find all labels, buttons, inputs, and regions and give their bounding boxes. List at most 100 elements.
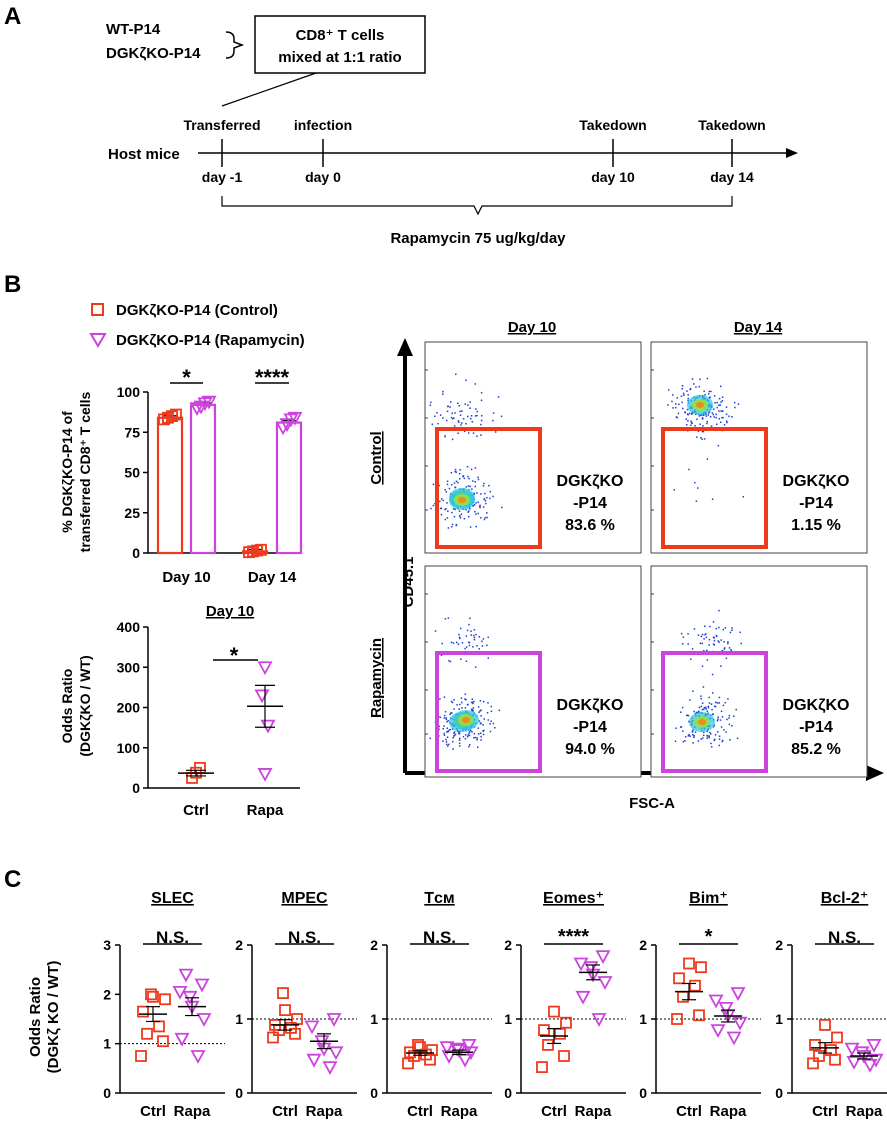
c-rapa-point bbox=[573, 957, 589, 972]
flow-event-dot bbox=[446, 736, 449, 738]
b-top-point bbox=[283, 413, 299, 428]
flow-event-dot bbox=[453, 515, 456, 518]
flow-yaxis-label: CD45.1 bbox=[400, 557, 417, 608]
c-ctrl-point bbox=[558, 1050, 570, 1062]
flow-event-dot bbox=[467, 404, 469, 406]
flow-event-dot bbox=[465, 635, 468, 637]
c-ctrl-point bbox=[137, 1005, 149, 1018]
c-ctrl-point bbox=[157, 1035, 169, 1048]
flow-event-dot bbox=[707, 735, 709, 737]
flow-row-control: Control bbox=[368, 431, 385, 484]
flow-event-dot bbox=[478, 636, 481, 638]
flow-event-dot bbox=[460, 658, 462, 660]
c-ctrl-point bbox=[807, 1057, 819, 1070]
b-top-point bbox=[197, 397, 213, 412]
flow-event-dot bbox=[467, 511, 469, 513]
c-ctrl-point bbox=[267, 1031, 279, 1044]
c-rapa-point bbox=[583, 961, 599, 976]
flow-event-dot bbox=[448, 659, 450, 662]
c-rapa-point bbox=[449, 1042, 465, 1057]
c-ctrl-point bbox=[829, 1053, 841, 1066]
flow-event-dot bbox=[702, 430, 705, 433]
flow-event-dot bbox=[484, 492, 486, 495]
c-rapa-point bbox=[172, 985, 188, 1000]
b-top-point bbox=[162, 411, 174, 424]
flow-event-dot bbox=[679, 726, 682, 728]
flow-event-dot bbox=[694, 425, 696, 427]
flow-event-dot bbox=[481, 640, 483, 643]
flow-event-dot bbox=[711, 692, 714, 694]
flow-event-dot bbox=[467, 641, 470, 644]
flow-density-peak bbox=[458, 497, 466, 503]
odds-ratio-day10-chart: Day 10 Odds Ratio (DGKζKO / WT) 0 100 200 3… bbox=[59, 603, 300, 819]
flow-event-dot bbox=[480, 419, 483, 422]
c-ylabel-1: Odds Ratio bbox=[27, 977, 44, 1057]
flow-event-dot bbox=[710, 390, 712, 393]
flow-event-dot bbox=[447, 527, 450, 529]
flow-gate bbox=[435, 427, 542, 549]
c-ctrl-point bbox=[825, 1044, 837, 1056]
event-day: day 14 bbox=[710, 169, 754, 185]
flow-event-dot bbox=[453, 732, 455, 734]
flow-event-dot bbox=[477, 706, 480, 708]
flow-event-dot bbox=[451, 701, 454, 704]
flow-event-dot bbox=[448, 743, 450, 746]
flow-event-dot bbox=[687, 394, 689, 396]
flow-event-dot bbox=[459, 637, 461, 640]
flow-event-dot bbox=[446, 727, 449, 729]
flow-event-dot bbox=[486, 496, 488, 499]
flow-event-dot bbox=[458, 421, 460, 423]
flow-event-dot bbox=[472, 702, 474, 705]
flow-event-dot bbox=[706, 659, 709, 661]
c-ctrl-point bbox=[819, 1019, 831, 1031]
c-rapa-point bbox=[194, 978, 210, 993]
flow-event-dot bbox=[721, 416, 723, 419]
c-rapa-point bbox=[306, 1053, 322, 1068]
flow-event-dot bbox=[704, 706, 707, 709]
c-ylabel-2: (DGKζ KO / WT) bbox=[45, 961, 62, 1074]
flow-event-dot bbox=[444, 518, 447, 521]
c-rapa-point bbox=[328, 1046, 344, 1061]
flow-event-dot bbox=[673, 489, 676, 491]
event-label: Takedown bbox=[698, 117, 765, 133]
flow-event-dot bbox=[439, 716, 442, 719]
flow-event-dot bbox=[447, 405, 449, 408]
flow-event-dot bbox=[716, 702, 719, 704]
b-top-xtick-label: Day 10 bbox=[162, 569, 210, 586]
c-ytick-label: 2 bbox=[370, 937, 378, 953]
b-top-bar bbox=[241, 550, 269, 555]
flow-event-dot bbox=[713, 639, 716, 642]
flow-event-dot bbox=[701, 642, 704, 645]
c-rapa-point bbox=[708, 994, 724, 1009]
flow-event-dot bbox=[470, 415, 473, 417]
flow-event-dot bbox=[690, 424, 692, 426]
flow-event-dot bbox=[453, 731, 456, 733]
flow-event-dot bbox=[721, 396, 724, 398]
c-ctrl-point bbox=[683, 957, 695, 970]
flow-event-dot bbox=[700, 705, 703, 708]
flow-event-dot bbox=[469, 407, 471, 409]
flow-event-dot bbox=[716, 401, 718, 404]
c-ctrl-point bbox=[809, 1039, 821, 1051]
flow-gate-name: DGKζKO bbox=[557, 473, 624, 490]
b-top-point bbox=[201, 395, 217, 410]
flow-event-dot bbox=[701, 665, 704, 668]
flow-event-dot bbox=[479, 722, 482, 725]
flow-event-dot bbox=[682, 392, 685, 395]
flow-event-dot bbox=[437, 422, 439, 425]
flow-gate bbox=[661, 651, 768, 773]
c-ctrl-point bbox=[813, 1050, 825, 1062]
flow-event-dot bbox=[449, 713, 451, 716]
c-ctrl-point bbox=[289, 1027, 301, 1040]
flow-event-dot bbox=[492, 419, 494, 422]
flow-event-dot bbox=[674, 740, 677, 743]
flow-event-dot bbox=[478, 720, 481, 722]
flow-event-dot bbox=[740, 642, 742, 645]
c-rapa-point bbox=[304, 1020, 320, 1035]
flow-event-dot bbox=[672, 407, 674, 409]
flow-gate-percent: 83.6 % bbox=[565, 517, 615, 534]
flow-event-dot bbox=[677, 412, 680, 415]
flow-event-dot bbox=[455, 524, 458, 527]
flow-event-dot bbox=[471, 701, 474, 703]
flow-gate-name: DGKζKO bbox=[783, 473, 850, 490]
